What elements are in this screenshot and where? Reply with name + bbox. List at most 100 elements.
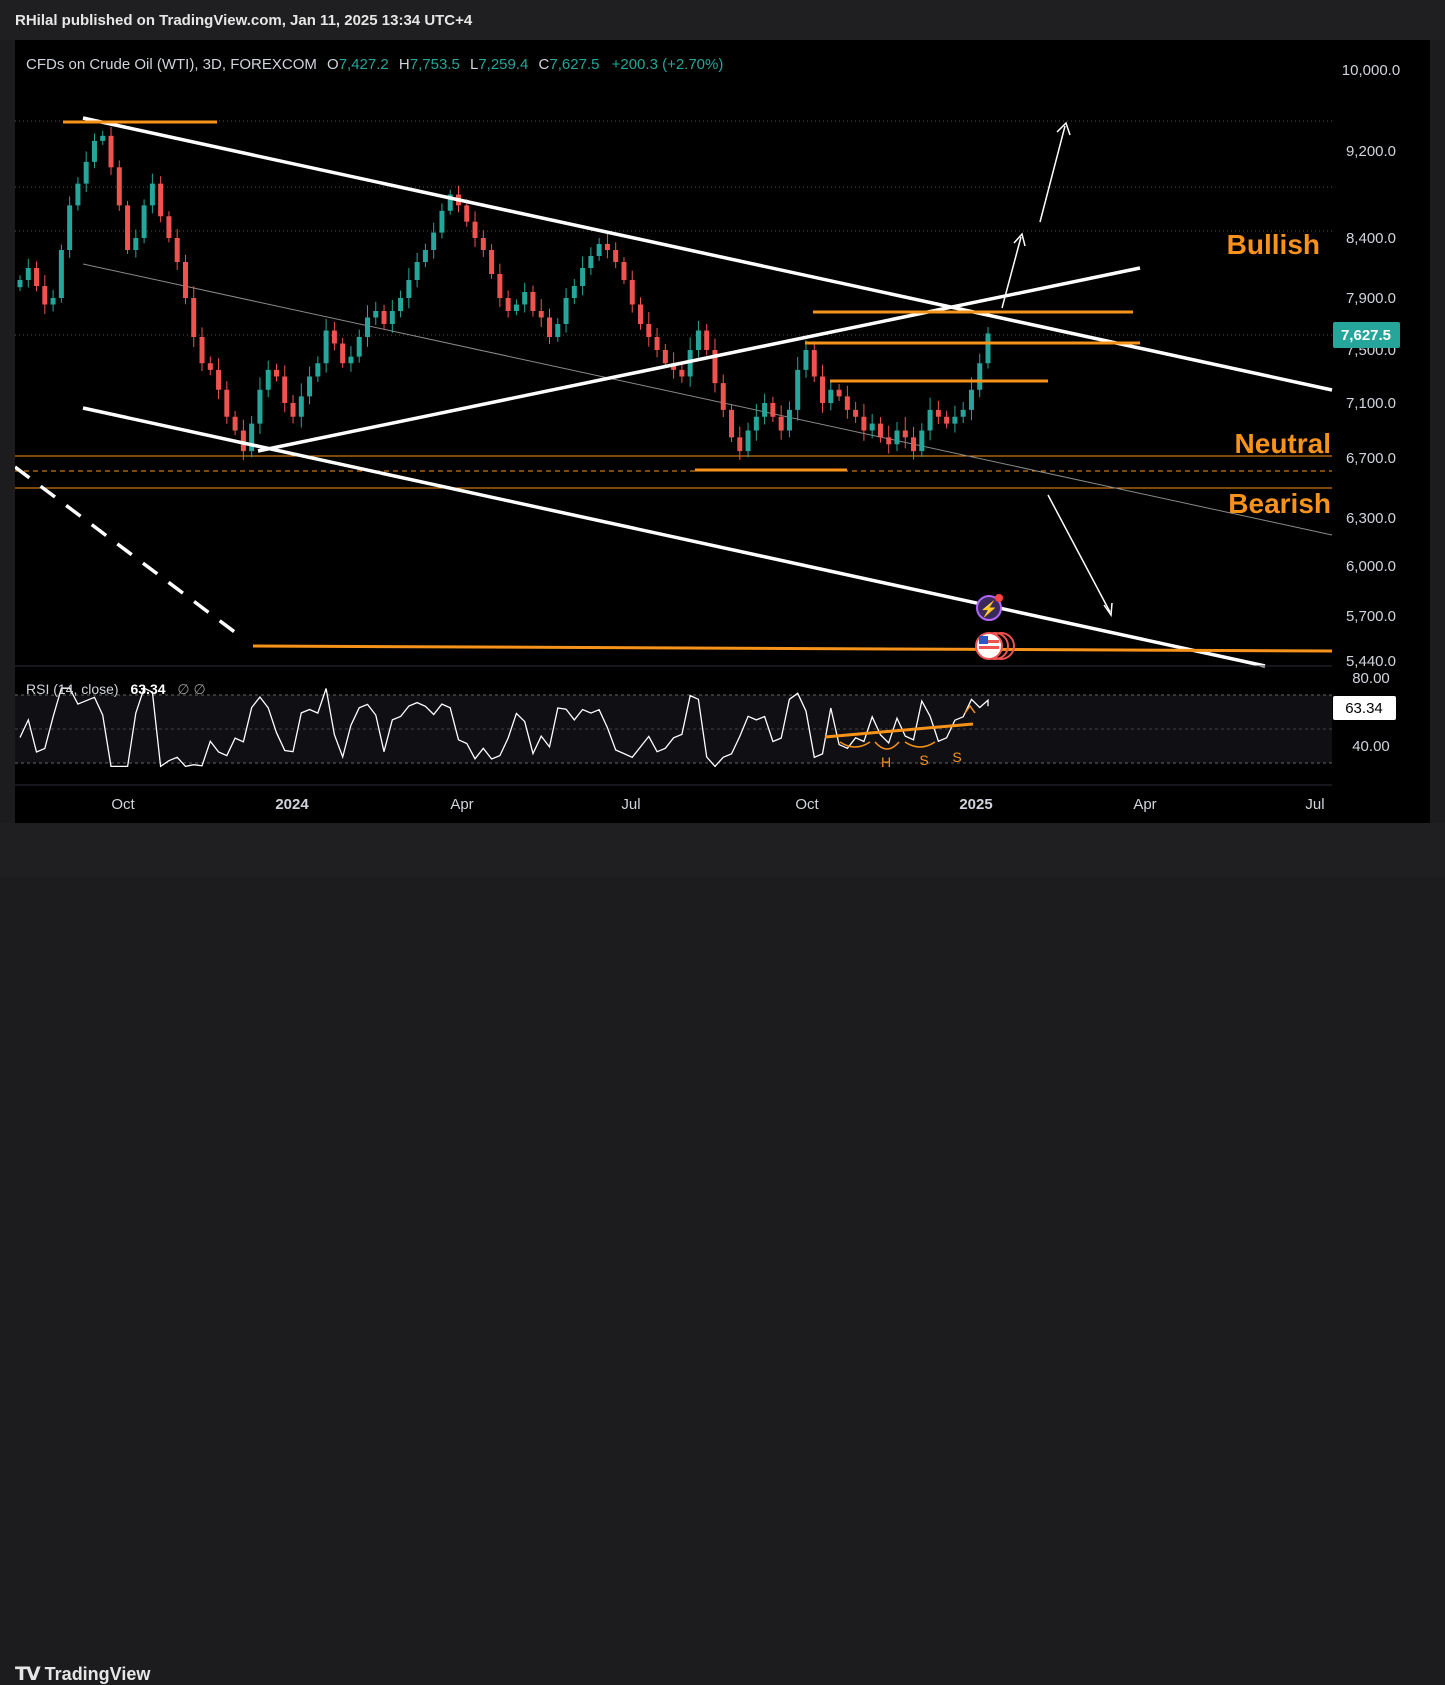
candle-body <box>737 437 743 452</box>
candle-body <box>224 389 230 417</box>
arrow-down-head <box>1103 602 1113 618</box>
rsi-label-s1: S <box>919 752 928 768</box>
flag-stripe <box>979 646 999 649</box>
candle-body <box>505 298 511 311</box>
time-axis[interactable]: Oct 2024 Apr Jul Oct 2025 Apr Jul <box>111 796 1324 813</box>
candle-body <box>629 280 635 305</box>
footer-bar: TV TradingView <box>0 823 1445 1685</box>
candle-body <box>348 356 354 364</box>
candle-body <box>414 262 420 280</box>
candle-body <box>712 350 718 384</box>
candle-body <box>613 250 619 262</box>
candle-body <box>331 330 337 344</box>
rising-support-trendline[interactable] <box>257 266 1141 453</box>
candle-body <box>323 330 329 364</box>
lightning-glyph: ⚡ <box>980 600 999 618</box>
candle-body <box>820 376 826 403</box>
candle-body <box>58 250 64 298</box>
candle-body <box>869 423 875 431</box>
candle-body <box>398 298 404 311</box>
arrows-group <box>1001 121 1113 618</box>
candle-body <box>977 363 983 390</box>
low-value: 7,259.4 <box>478 56 528 73</box>
time-tick-label: Apr <box>450 796 473 813</box>
candle-body <box>902 430 908 438</box>
rsi-neckline <box>824 722 974 739</box>
candle-body <box>687 350 693 377</box>
candle-body <box>704 330 710 350</box>
candle-body <box>108 135 114 168</box>
price-tick-label: 7,100.0 <box>1346 395 1396 412</box>
chart-frame[interactable]: ⚡ Bullish Neutral Bearish CFDs on Crude … <box>13 40 1430 823</box>
candle-body <box>952 416 958 424</box>
candle-body <box>25 268 31 280</box>
candle-body <box>439 210 445 233</box>
chart-svg[interactable]: ⚡ Bullish Neutral Bearish CFDs on Crude … <box>13 40 1430 823</box>
tradingview-logo[interactable]: TV TradingView <box>15 1663 150 1685</box>
change-value: +200.3 (+2.70%) <box>612 56 724 73</box>
lightning-event-icon[interactable] <box>976 595 1002 621</box>
candle-body <box>927 409 933 431</box>
price-tick-label: 6,000.0 <box>1346 558 1396 575</box>
arrow-up-short-head <box>1013 232 1026 247</box>
bearish-label: Bearish <box>1228 488 1331 519</box>
candle-body <box>762 403 768 417</box>
candle-body <box>174 238 180 262</box>
open-value: 7,427.2 <box>339 56 389 73</box>
high-value: 7,753.5 <box>410 56 460 73</box>
rsi-extra: ∅ ∅ <box>177 681 205 697</box>
lower-channel-trendline[interactable] <box>82 406 1266 668</box>
candle-body <box>803 350 809 370</box>
time-tick-label: 2024 <box>275 796 309 813</box>
rsi-value-badge <box>1333 696 1396 720</box>
candle-body <box>911 437 917 452</box>
support-level-5500[interactable] <box>252 644 1333 653</box>
candle-body <box>389 311 395 324</box>
candle-body <box>580 268 586 286</box>
candle-body <box>273 369 279 377</box>
candle-body <box>778 416 784 431</box>
candle-body <box>646 324 652 337</box>
candle-body <box>298 396 304 417</box>
price-tick-label: 6,300.0 <box>1346 510 1396 527</box>
time-tick-label: Oct <box>111 796 135 813</box>
candle-body <box>985 333 991 364</box>
candle-body <box>861 416 867 431</box>
candle-body <box>638 304 644 324</box>
rsi-tick-80: 80.00 <box>1352 670 1390 687</box>
candle-body <box>786 409 792 431</box>
arrow-up-long <box>1039 125 1066 223</box>
rsi-legend: RSI (14, close) 63.34 ∅ ∅ <box>26 681 206 697</box>
candle-body <box>447 194 453 211</box>
dashed-lower-trendline[interactable] <box>13 465 242 638</box>
arrow-down <box>1047 494 1111 613</box>
tradingview-brand-text: TradingView <box>44 1663 151 1684</box>
neutral-label: Neutral <box>1235 428 1331 459</box>
rsi-hs-pattern <box>839 704 976 750</box>
candle-body <box>141 205 147 238</box>
candle-body <box>265 369 271 390</box>
candle-body <box>216 369 222 390</box>
candle-body <box>844 396 850 410</box>
candle-body <box>671 363 677 370</box>
flag-canton <box>979 636 988 644</box>
upper-channel-trendline[interactable] <box>82 116 1333 392</box>
candle-body <box>232 416 238 431</box>
rsi-label-h: H <box>881 754 891 770</box>
candle-body <box>257 389 263 424</box>
candle-body <box>364 317 370 337</box>
price-tick-label: 6,700.0 <box>1346 450 1396 467</box>
candles-group <box>17 127 991 460</box>
candle-body <box>406 280 412 298</box>
candle-body <box>149 183 155 206</box>
rsi-title: RSI (14, close) <box>26 681 119 697</box>
candle-body <box>770 403 776 417</box>
arrow-up-long-head <box>1056 121 1071 136</box>
price-axis[interactable]: 10,000.09,200.08,400.07,900.07,500.07,10… <box>1342 62 1400 670</box>
current-price-badge <box>1333 322 1400 348</box>
current-price-badge-text: 7,627.5 <box>1341 327 1391 344</box>
candle-body <box>158 183 164 217</box>
candle-body <box>795 369 801 410</box>
candle-body <box>207 363 213 370</box>
rsi-value: 63.34 <box>130 681 165 697</box>
